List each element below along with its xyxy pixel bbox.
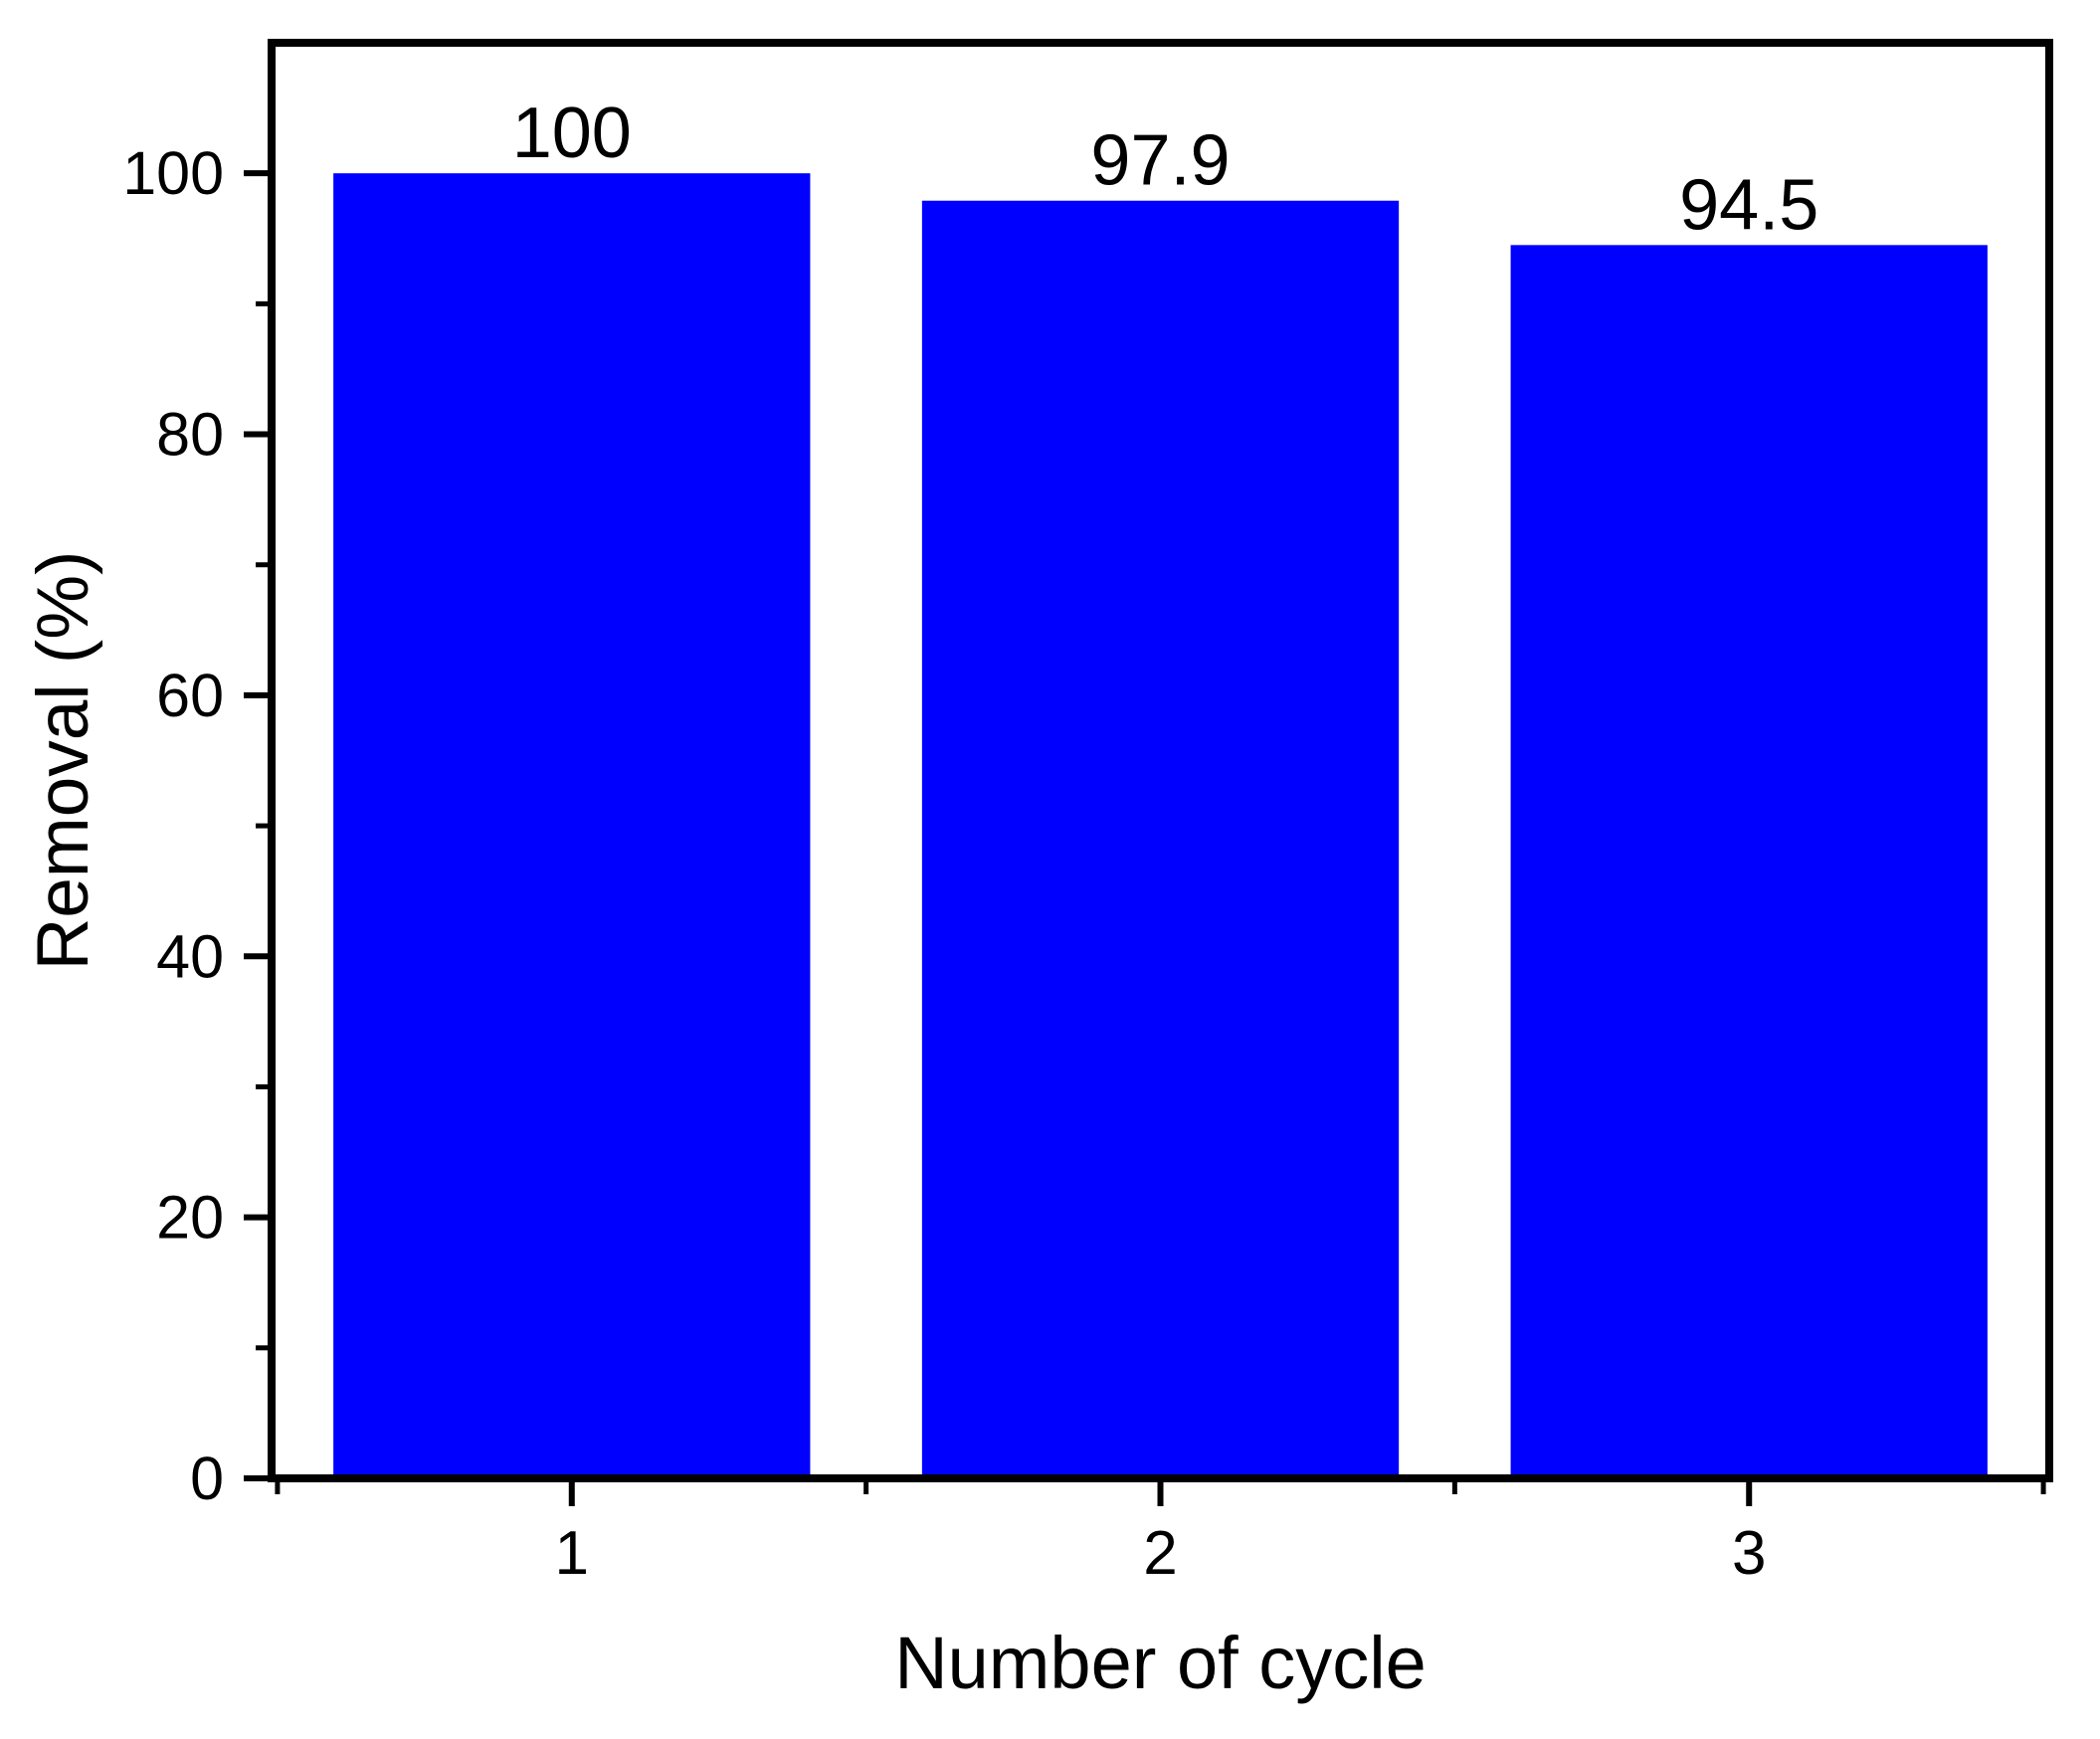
bar-cycle-3	[1510, 245, 1988, 1479]
y-tick-label: 0	[190, 1445, 224, 1512]
x-tick-label: 1	[555, 1519, 589, 1588]
x-axis-title: Number of cycle	[894, 1622, 1427, 1704]
y-tick-label: 80	[156, 401, 224, 469]
x-tick-label: 2	[1143, 1519, 1177, 1588]
bar-cycle-1	[333, 173, 811, 1478]
bar-value-label: 94.5	[1679, 165, 1818, 245]
x-tick-label: 3	[1732, 1519, 1766, 1588]
y-tick-label: 20	[156, 1184, 224, 1252]
y-tick-label: 60	[156, 662, 224, 729]
y-tick-label: 40	[156, 922, 224, 990]
y-tick-label: 100	[122, 139, 224, 207]
bar-value-label: 100	[512, 94, 632, 173]
bar-cycle-2	[921, 200, 1400, 1479]
y-axis-title: Removal (%)	[23, 551, 103, 971]
bar-value-label: 97.9	[1090, 121, 1230, 201]
